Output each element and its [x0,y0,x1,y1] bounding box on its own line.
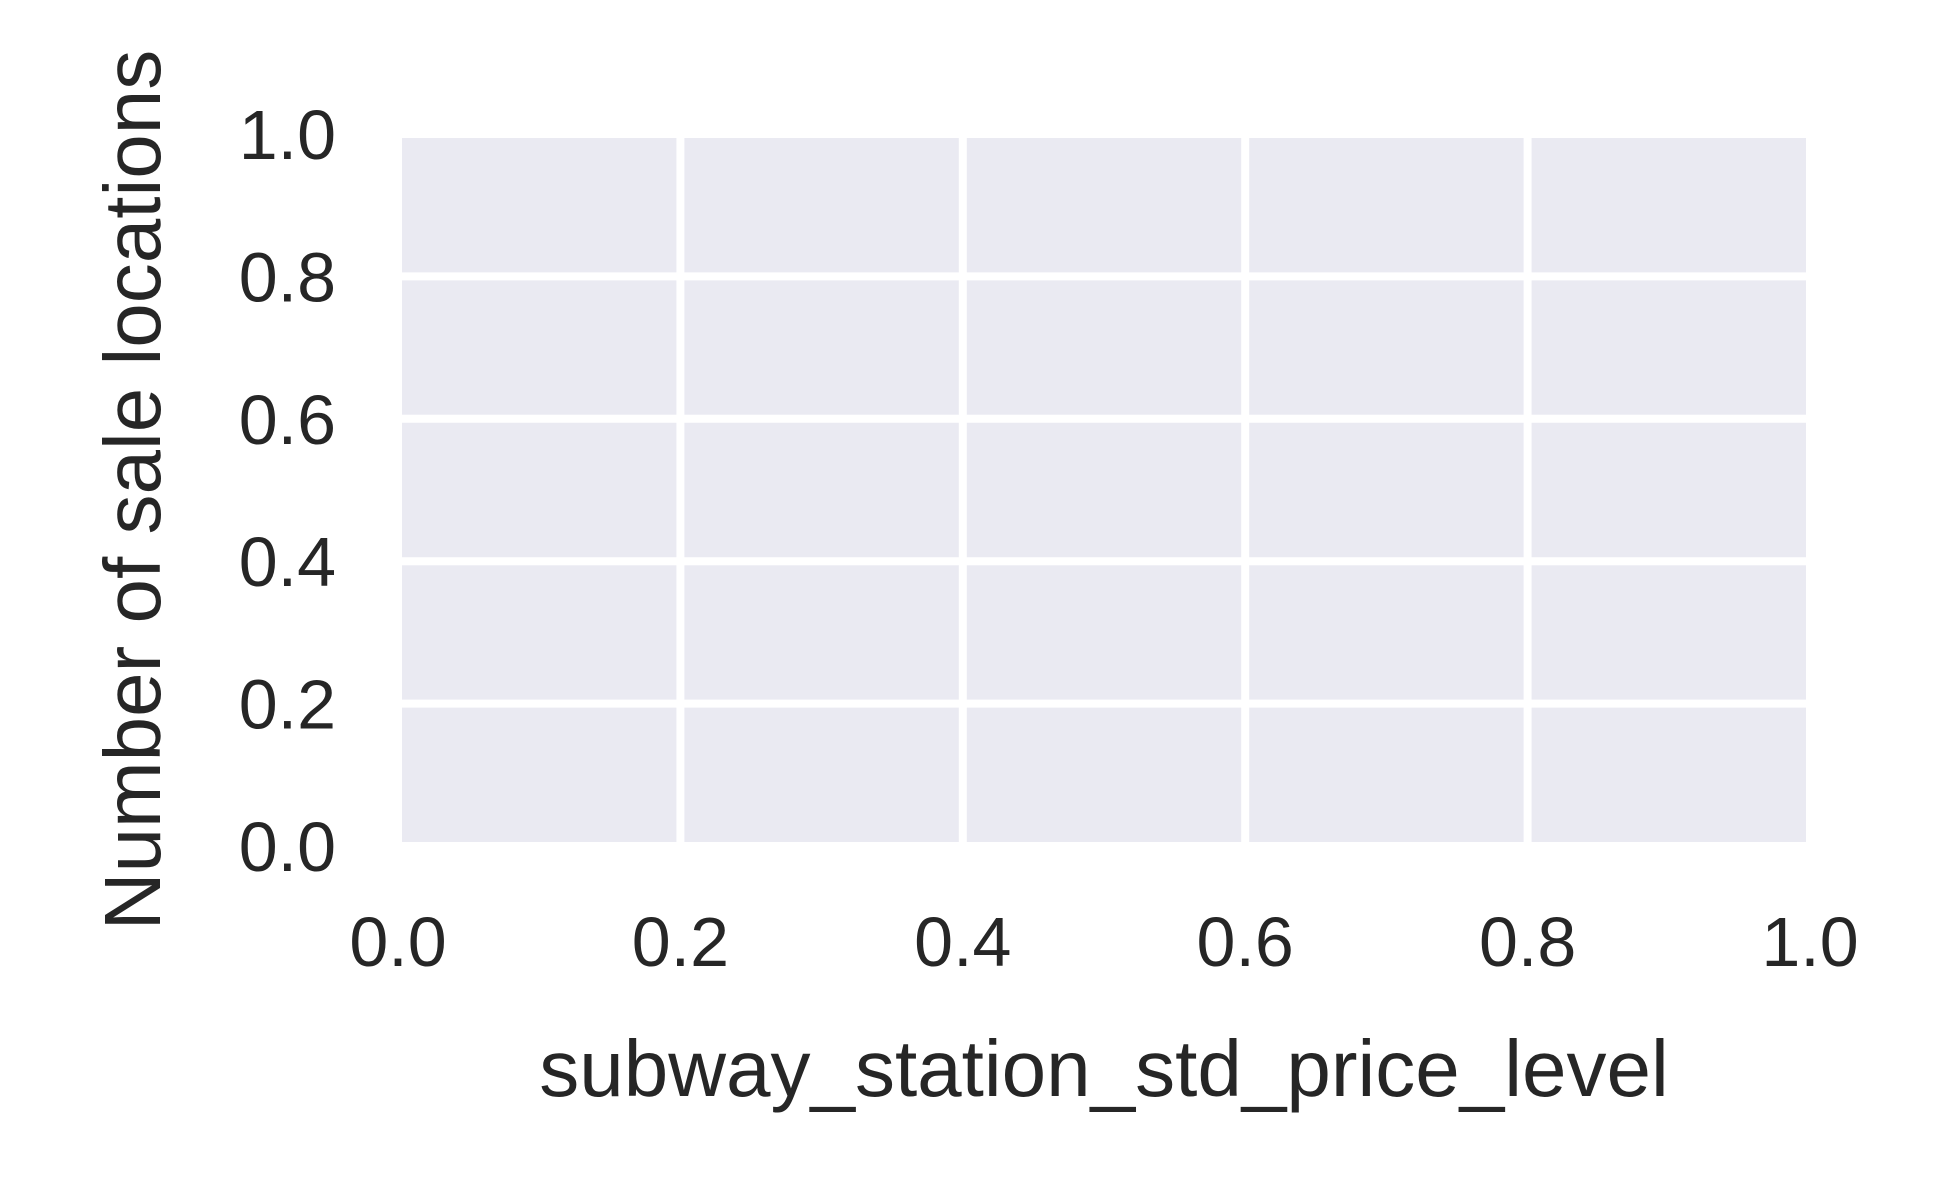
grid [394,130,1814,850]
y-tick-label: 0.6 [239,381,336,459]
y-axis-ticks: 0.0 0.2 0.4 0.6 0.8 1.0 [239,96,336,886]
y-tick-label: 0.8 [239,238,336,316]
x-axis-ticks: 0.0 0.2 0.4 0.6 0.8 1.0 [349,903,1858,981]
y-tick-label: 1.0 [239,96,336,174]
x-axis-label: subway_station_std_price_level [539,1024,1669,1113]
y-tick-label: 0.4 [239,523,336,601]
x-tick-label: 0.2 [632,903,729,981]
x-tick-label: 1.0 [1761,903,1858,981]
x-tick-label: 0.4 [914,903,1011,981]
x-tick-label: 0.8 [1479,903,1576,981]
plot-area [398,134,1810,846]
x-tick-label: 0.0 [349,903,446,981]
y-tick-label: 0.0 [239,808,336,886]
x-tick-label: 0.6 [1197,903,1294,981]
y-tick-label: 0.2 [239,666,336,744]
y-axis-label: Number of sale locations [88,50,177,930]
